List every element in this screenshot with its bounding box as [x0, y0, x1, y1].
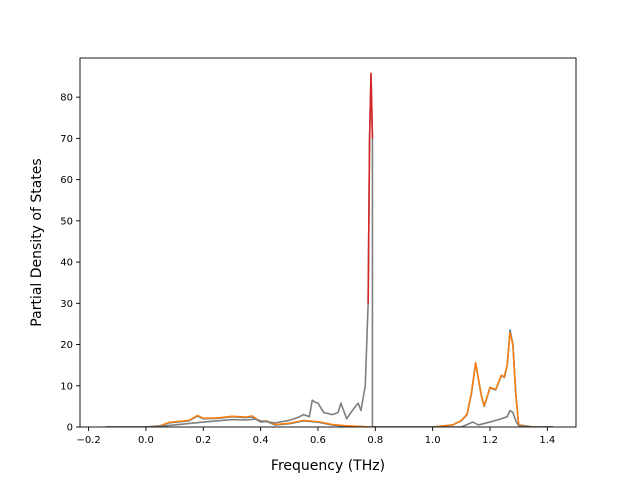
- x-tick-label: 1.0: [425, 435, 441, 446]
- x-tick-label: −0.2: [76, 435, 100, 446]
- y-tick-label: 70: [60, 134, 73, 145]
- series-line-1: [105, 329, 554, 427]
- y-tick-label: 30: [60, 299, 73, 310]
- x-tick-label: 0.6: [310, 435, 326, 446]
- x-tick-label: 1.4: [539, 435, 555, 446]
- series-line-4: [367, 72, 374, 304]
- plot-frame: [79, 57, 577, 428]
- y-tick-label: 10: [60, 381, 73, 392]
- y-tick-label: 20: [60, 340, 73, 351]
- x-tick-label: 0.0: [138, 435, 154, 446]
- x-axis-title: Frequency (THz): [271, 458, 385, 474]
- y-tick-label: 80: [60, 93, 73, 104]
- series-line-3: [105, 73, 554, 427]
- y-tick-label: 60: [60, 175, 73, 186]
- series-layer: [105, 72, 554, 427]
- y-tick-label: 0: [67, 423, 73, 434]
- x-tick-label: 0.2: [195, 435, 211, 446]
- x-tick-label: 1.2: [482, 435, 498, 446]
- axes-layer: −0.2 0.0 0.2 0.4 0.6 0.8 1.0 1.2 1.4 0 10 20 30 40 50 6…: [60, 57, 577, 446]
- y-tick-label: 50: [60, 216, 73, 227]
- y-axis-title: Partial Density of States: [29, 158, 45, 326]
- series-line-2: [105, 331, 554, 427]
- x-tick-label: 0.4: [253, 435, 269, 446]
- x-tick-label: 0.8: [367, 435, 383, 446]
- y-tick-label: 40: [60, 258, 73, 269]
